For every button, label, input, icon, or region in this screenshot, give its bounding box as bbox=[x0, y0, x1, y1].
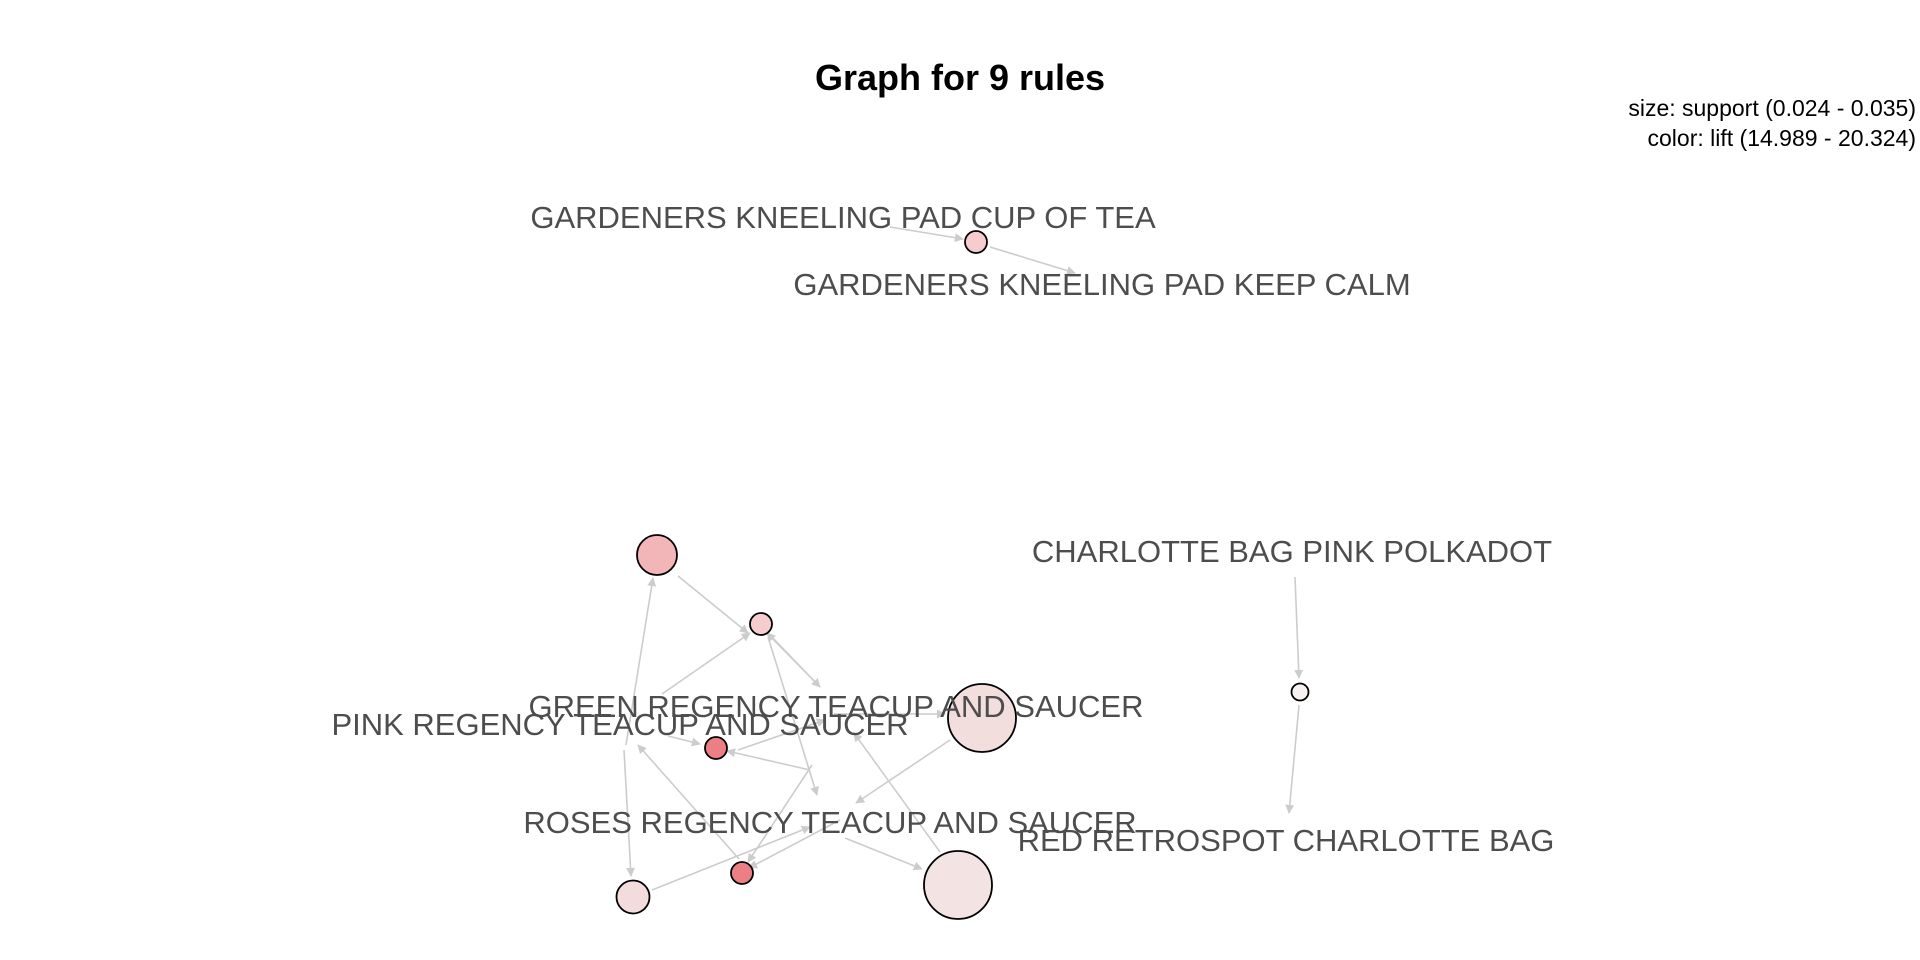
edge bbox=[667, 735, 701, 747]
item-label-charlotte-bag-pink-polkadot: CHARLOTTE BAG PINK POLKADOT bbox=[1032, 534, 1552, 569]
item-label-gardeners-keep-calm: GARDENERS KNEELING PAD KEEP CALM bbox=[793, 267, 1410, 302]
rule-node[interactable] bbox=[964, 230, 988, 254]
edge bbox=[1285, 704, 1300, 814]
edge bbox=[747, 764, 813, 863]
item-label-gardeners-cup-of-tea: GARDENERS KNEELING PAD CUP OF TEA bbox=[530, 200, 1156, 235]
item-label-pink-regency: PINK REGENCY TEACUP AND SAUCER bbox=[331, 707, 908, 742]
edge bbox=[637, 744, 740, 860]
edge bbox=[853, 732, 941, 853]
edge bbox=[989, 246, 1076, 275]
legend-size: size: support (0.024 - 0.035) bbox=[1628, 95, 1916, 121]
item-labels: GARDENERS KNEELING PAD CUP OF TEA GARDEN… bbox=[331, 200, 1554, 858]
graph-title: Graph for 9 rules bbox=[815, 57, 1105, 98]
edge bbox=[726, 748, 811, 771]
edge bbox=[748, 819, 841, 869]
edge bbox=[1294, 576, 1304, 679]
item-label-roses-regency: ROSES REGENCY TEACUP AND SAUCER bbox=[523, 805, 1136, 840]
rule-node[interactable] bbox=[749, 612, 773, 636]
legend-color: color: lift (14.989 - 20.324) bbox=[1648, 125, 1916, 151]
rule-node[interactable] bbox=[730, 861, 754, 885]
edge bbox=[889, 226, 964, 243]
edge bbox=[737, 718, 826, 751]
rule-node[interactable] bbox=[923, 850, 993, 920]
edges bbox=[623, 226, 1304, 891]
edge bbox=[677, 575, 749, 634]
edge bbox=[651, 825, 811, 891]
rule-node[interactable] bbox=[1290, 682, 1310, 702]
edge bbox=[844, 837, 923, 871]
rule-node[interactable] bbox=[704, 736, 728, 760]
edge bbox=[625, 577, 657, 746]
item-label-red-retrospot-charlotte-bag: RED RETROSPOT CHARLOTTE BAG bbox=[1018, 823, 1555, 858]
rule-node[interactable] bbox=[636, 534, 678, 576]
edge bbox=[661, 632, 751, 695]
edge bbox=[855, 739, 951, 804]
edge bbox=[766, 632, 821, 688]
edge bbox=[623, 749, 636, 877]
rule-node[interactable] bbox=[947, 683, 1017, 753]
rule-node[interactable] bbox=[615, 879, 651, 915]
item-label-green-regency: GREEN REGENCY TEACUP AND SAUCER bbox=[529, 689, 1144, 724]
rule-nodes bbox=[615, 230, 1310, 920]
